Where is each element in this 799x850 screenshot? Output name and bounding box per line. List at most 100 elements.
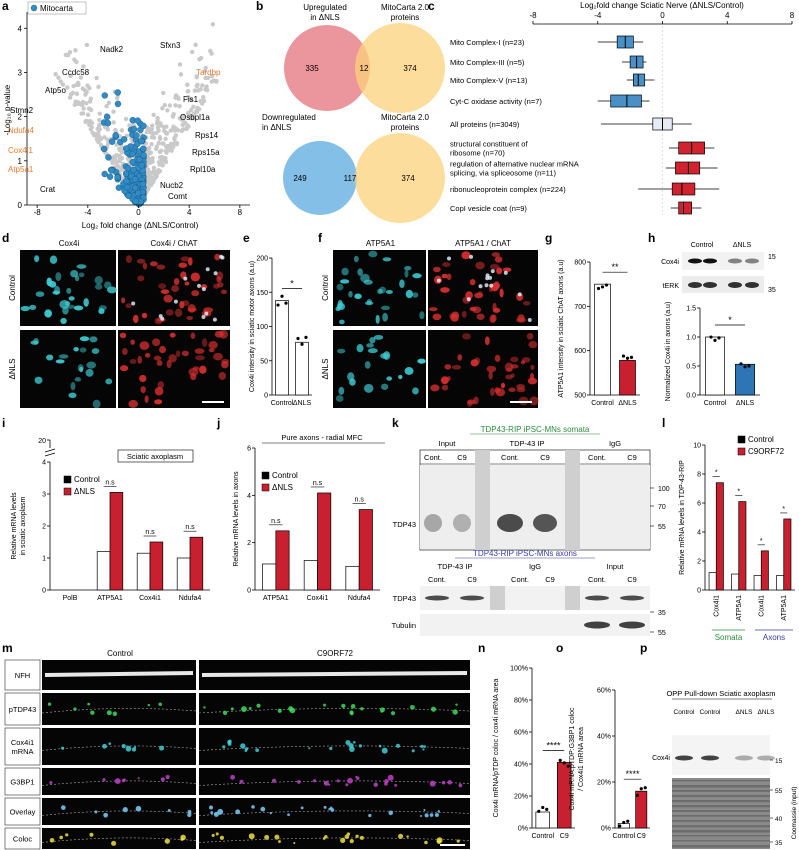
dot xyxy=(83,92,88,97)
cell xyxy=(34,376,43,384)
cell xyxy=(220,289,227,295)
cell xyxy=(201,314,206,319)
row-label: Cox4i1 xyxy=(11,738,34,747)
row-label: structural constituent of xyxy=(450,140,528,149)
x-tick-label: ΔNLS xyxy=(293,400,312,407)
puncta xyxy=(398,833,404,839)
blot xyxy=(672,735,770,775)
row-label: ΔNLS xyxy=(321,359,330,380)
cell xyxy=(89,336,98,343)
cell xyxy=(139,374,147,383)
box xyxy=(633,73,646,87)
cell xyxy=(33,337,39,345)
puncta xyxy=(222,710,228,716)
y-tick-label: 1.5 xyxy=(686,306,696,313)
dot xyxy=(96,139,101,145)
x-tick-label: 0 xyxy=(660,11,665,20)
puncta xyxy=(329,746,333,751)
puncta xyxy=(49,780,53,785)
x-tick-label: C9 xyxy=(637,833,646,840)
blot-band xyxy=(703,258,717,264)
row-label: G3BP1 xyxy=(10,778,34,787)
puncta xyxy=(248,833,255,840)
puncta xyxy=(350,703,356,709)
cell xyxy=(466,297,471,302)
axon-outline xyxy=(41,708,197,714)
x-tick-label: ATP5A1 xyxy=(97,595,123,602)
y-axis-label: Relative mRNA levels xyxy=(11,492,18,560)
row-label: Cyt-C oxidase activity (n=7) xyxy=(450,97,542,106)
cell xyxy=(494,387,500,394)
cell xyxy=(190,272,201,282)
gene-label: Rps14 xyxy=(195,131,219,140)
puncta xyxy=(424,840,428,845)
puncta xyxy=(160,777,165,782)
puncta xyxy=(349,710,354,715)
dot xyxy=(200,83,205,88)
label: 35 xyxy=(658,610,666,617)
dot xyxy=(151,131,156,136)
legend-label: Mitocarta xyxy=(40,4,73,13)
panel-letter: o xyxy=(556,641,563,655)
dot xyxy=(161,90,166,96)
y-tick-label: 100 xyxy=(256,324,268,331)
legend-label: Control xyxy=(748,435,774,444)
x-tick-label: Cox4i1 xyxy=(758,595,765,617)
dot xyxy=(84,101,89,106)
cell xyxy=(467,399,476,405)
panel-letter: p xyxy=(640,641,647,655)
row-label: regulation of alternative nuclear mRNA xyxy=(450,160,579,169)
cell xyxy=(433,266,441,273)
cell xyxy=(444,364,452,370)
bar xyxy=(317,492,332,591)
dot xyxy=(169,148,174,153)
label: Sciatic axoplasm xyxy=(127,452,183,461)
dot xyxy=(78,75,84,80)
point xyxy=(562,761,566,765)
x-tick-label: ATP5A1 xyxy=(781,595,788,621)
x-tick-label: -8 xyxy=(529,11,537,20)
x-tick-label: 8 xyxy=(790,11,795,20)
gene-label: Sfxn3 xyxy=(160,41,181,50)
puncta xyxy=(329,806,333,810)
dot xyxy=(156,140,162,146)
puncta xyxy=(420,744,424,748)
legend-swatch xyxy=(30,4,38,12)
bar xyxy=(295,341,309,396)
cell xyxy=(496,267,503,275)
label: C9ORF72 xyxy=(317,649,354,658)
blot-band xyxy=(728,282,742,288)
row-label-box xyxy=(4,692,41,726)
point xyxy=(621,354,626,358)
label: Input xyxy=(607,562,625,571)
legend-swatch xyxy=(737,435,746,444)
mito-dot xyxy=(125,192,132,200)
mito-dot xyxy=(140,145,147,152)
puncta xyxy=(323,703,327,707)
cell xyxy=(34,255,40,263)
cell xyxy=(104,281,112,289)
dot xyxy=(97,117,102,123)
cell xyxy=(219,330,228,339)
puncta xyxy=(256,703,261,708)
cell xyxy=(383,351,391,360)
bar xyxy=(275,530,290,591)
dot xyxy=(209,79,214,84)
cell xyxy=(504,362,514,372)
label: 70 xyxy=(658,504,666,511)
cell xyxy=(363,279,373,285)
gene-label: Rpl10a xyxy=(190,165,216,174)
blot-band xyxy=(619,621,645,629)
puncta xyxy=(387,774,394,781)
mito-dot xyxy=(114,100,122,108)
label: TDP43 xyxy=(393,520,416,529)
cell xyxy=(208,341,218,349)
dot xyxy=(111,120,116,125)
dot xyxy=(167,103,173,108)
dot xyxy=(160,141,166,146)
mito-dot xyxy=(105,154,112,161)
point xyxy=(739,362,743,366)
puncta xyxy=(159,745,165,751)
cell xyxy=(158,283,167,290)
